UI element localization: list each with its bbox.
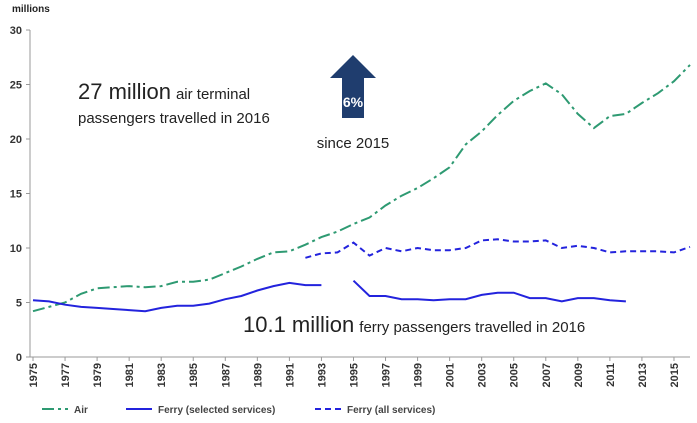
legend-label: Ferry (selected services) (158, 405, 275, 416)
y-tick-label: 30 (10, 25, 22, 37)
air-annotation: 27 million air terminal (78, 79, 250, 104)
x-tick-label: 2007 (541, 363, 553, 387)
up-arrow (330, 55, 376, 118)
y-tick-label: 10 (10, 243, 22, 255)
series-line (32, 279, 626, 313)
x-tick-label: 2015 (669, 363, 681, 387)
legend-label: Ferry (all services) (347, 405, 435, 416)
x-tick-label: 2009 (573, 363, 585, 387)
y-tick-label: 25 (10, 80, 22, 92)
x-tick-label: 2013 (637, 363, 649, 387)
x-tick-label: 1989 (252, 363, 264, 387)
x-tick-label: 1987 (220, 363, 232, 387)
x-tick-label: 1995 (348, 363, 360, 387)
ferry-small: ferry passengers travelled in 2016 (359, 319, 585, 336)
ferry-annotation: 10.1 million ferry passengers travelled i… (243, 312, 585, 337)
x-tick-label: 1985 (188, 363, 200, 387)
x-tick-label: 2003 (477, 363, 489, 387)
x-tick-label: 2001 (445, 363, 457, 387)
y-tick-label: 20 (10, 134, 22, 146)
air-line2: passengers travelled in 2016 (78, 110, 270, 127)
ferry-big: 10.1 million (243, 312, 354, 337)
x-tick-label: 1977 (60, 363, 72, 387)
x-tick-label: 1991 (284, 363, 296, 387)
legend-label: Air (74, 405, 88, 416)
x-tick-label: 1983 (156, 363, 168, 387)
x-tick-label: 1993 (316, 363, 328, 387)
air-small: air terminal (176, 86, 250, 103)
x-tick-label: 2011 (605, 363, 617, 387)
x-tick-label: 1997 (381, 363, 393, 387)
legend-item: Air (42, 405, 88, 416)
x-tick-label: 1999 (413, 363, 425, 387)
y-axis-label: millions (12, 4, 50, 15)
since-text: since 2015 (317, 135, 390, 152)
series-line (32, 64, 691, 313)
x-tick-label: 1981 (124, 363, 136, 387)
arrow-text: 6% (343, 94, 364, 110)
x-tick-label: 1979 (92, 363, 104, 387)
x-tick-label: 1975 (28, 363, 40, 387)
legend-item: Ferry (all services) (315, 405, 435, 416)
air-big: 27 million (78, 79, 171, 104)
legend-item: Ferry (selected services) (126, 405, 275, 416)
y-tick-label: 0 (16, 352, 22, 364)
series-line (305, 238, 691, 259)
y-tick-label: 5 (16, 298, 22, 310)
x-tick-label: 2005 (509, 363, 521, 387)
y-tick-label: 15 (10, 189, 22, 201)
